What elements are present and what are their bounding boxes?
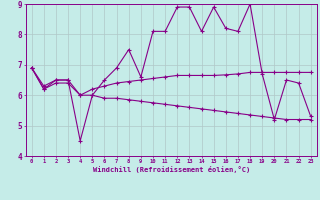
X-axis label: Windchill (Refroidissement éolien,°C): Windchill (Refroidissement éolien,°C) — [92, 166, 250, 173]
